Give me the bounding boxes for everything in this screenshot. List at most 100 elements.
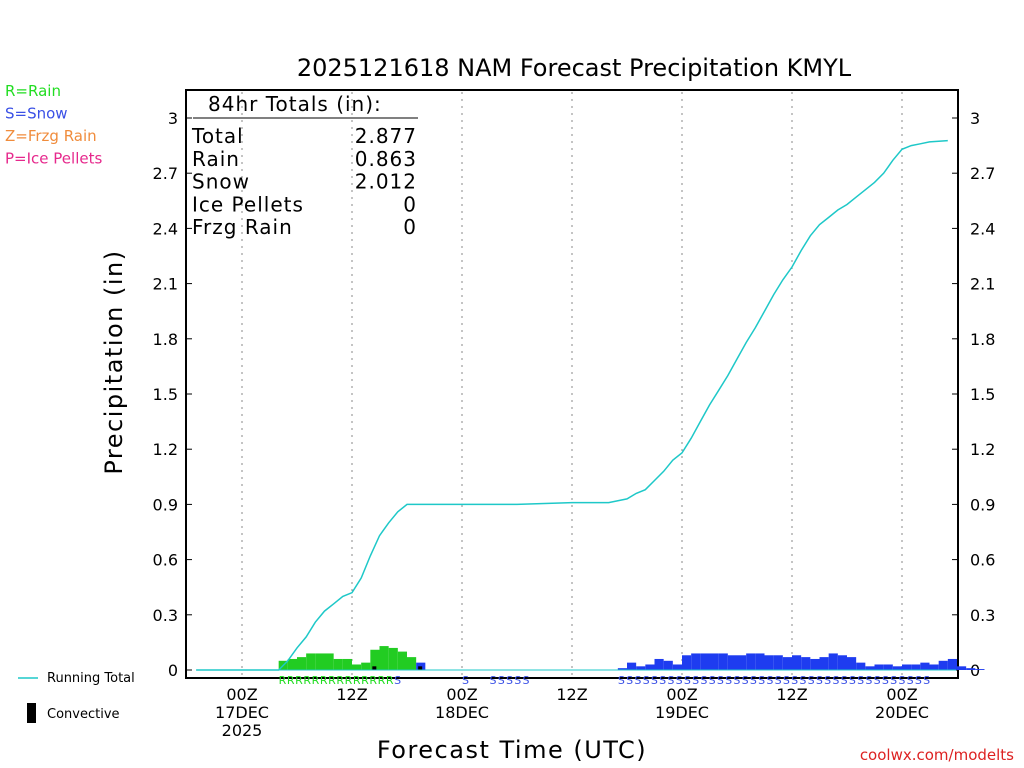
snow-bar <box>920 662 930 670</box>
snow-bar <box>645 664 655 670</box>
type-marker: S <box>907 674 914 687</box>
type-marker: S <box>841 674 848 687</box>
type-marker: S <box>791 674 798 687</box>
y-tick-label-right: 0 <box>970 661 980 680</box>
type-marker: S <box>676 674 683 687</box>
type-marker: S <box>700 674 707 687</box>
y-axis-right: 0 0.3 0.6 0.9 1.2 1.5 1.8 2.1 2.4 2.7 3 <box>952 109 995 680</box>
snow-bar <box>947 658 957 670</box>
x-tick-label: 20DEC <box>875 703 929 722</box>
totals-row-value: 0 <box>403 215 417 239</box>
x-tick-label: 12Z <box>336 685 367 704</box>
type-marker: S <box>816 674 823 687</box>
type-marker: S <box>783 674 790 687</box>
y-tick-label: 2.7 <box>153 164 178 183</box>
type-legend: R=Rain S=Snow Z=Frzg Rain P=Ice Pellets <box>5 82 102 168</box>
y-axis-left: 0 0.3 0.6 0.9 1.2 1.5 1.8 2.1 2.4 2.7 3 <box>153 109 192 680</box>
type-marker: R <box>328 674 336 687</box>
type-marker: S <box>775 674 782 687</box>
totals-row-label: Total <box>191 124 244 148</box>
type-marker: R <box>353 674 361 687</box>
legend-r: R=Rain <box>5 82 61 100</box>
rain-bar <box>407 657 417 670</box>
type-marker: S <box>832 674 839 687</box>
rain-bar <box>333 658 343 670</box>
x-tick-label: 00Z <box>226 685 257 704</box>
y-tick-label-right: 0.3 <box>970 606 995 625</box>
type-marker: R <box>312 674 320 687</box>
totals-row-value: 0.863 <box>355 147 417 171</box>
snow-bar <box>700 653 710 670</box>
snow-bar <box>837 655 847 670</box>
type-marker: S <box>506 674 513 687</box>
type-marker: S <box>808 674 815 687</box>
rain-bar <box>370 649 380 670</box>
type-marker: S <box>750 674 757 687</box>
snow-bar <box>663 660 673 670</box>
snow-bar <box>773 655 783 670</box>
y-tick-label-right: 1.5 <box>970 385 995 404</box>
type-marker: R <box>295 674 303 687</box>
running-total-line <box>196 139 948 671</box>
type-marker: S <box>725 674 732 687</box>
y-tick-label: 0.9 <box>153 495 178 514</box>
y-tick-label: 0.3 <box>153 606 178 625</box>
type-marker: S <box>618 674 625 687</box>
type-marker: S <box>667 674 674 687</box>
rain-bar <box>287 658 297 670</box>
snow-bar <box>810 658 820 670</box>
precip-bars <box>196 646 985 671</box>
rain-bar <box>397 651 407 670</box>
snow-bar <box>764 655 774 670</box>
snow-bar <box>727 655 737 670</box>
snow-bar <box>883 664 893 670</box>
convective-bar <box>418 666 423 670</box>
rain-bar <box>306 653 316 670</box>
type-marker: S <box>626 674 633 687</box>
type-marker: R <box>279 674 287 687</box>
type-marker: S <box>857 674 864 687</box>
source-credit: coolwx.com/modelts <box>860 746 1014 764</box>
snow-bar <box>874 664 884 670</box>
convective-legend-swatch <box>27 703 36 723</box>
legend-z: Z=Frzg Rain <box>5 127 97 145</box>
y-tick-label: 1.5 <box>153 385 178 404</box>
x-gridlines <box>241 92 903 678</box>
type-marker: S <box>742 674 749 687</box>
snow-bar <box>819 657 829 670</box>
snow-bar <box>847 657 857 670</box>
type-marker: S <box>394 674 401 687</box>
legend-p: P=Ice Pellets <box>5 150 102 168</box>
totals-heading: 84hr Totals (in): <box>208 92 382 116</box>
snow-bar <box>718 653 728 670</box>
snow-bar <box>792 655 802 670</box>
convective-bar <box>372 666 377 670</box>
snow-bar <box>801 657 811 670</box>
snow-bar <box>966 668 976 670</box>
x-tick-label: 00Z <box>666 685 697 704</box>
x-tick-label: 2025 <box>222 721 263 740</box>
y-tick-label-right: 2.4 <box>970 219 995 238</box>
snow-bar <box>709 653 719 670</box>
type-marker: S <box>651 674 658 687</box>
type-marker: S <box>514 674 521 687</box>
snow-bar <box>828 653 838 670</box>
type-marker: S <box>849 674 856 687</box>
type-marker: R <box>369 674 377 687</box>
y-tick-label-right: 1.2 <box>970 440 995 459</box>
snow-bar <box>755 653 765 670</box>
chart-title: 2025121618 NAM Forecast Precipitation KM… <box>297 54 852 82</box>
rain-bar <box>342 658 352 670</box>
snow-bar <box>911 664 921 670</box>
rain-bar <box>324 653 334 670</box>
type-marker: R <box>336 674 344 687</box>
y-tick-label: 3 <box>168 109 178 128</box>
snow-bar <box>929 664 939 670</box>
snow-bar <box>782 657 792 670</box>
type-marker: S <box>733 674 740 687</box>
y-tick-label-right: 2.7 <box>970 164 995 183</box>
snow-bar <box>938 660 948 670</box>
